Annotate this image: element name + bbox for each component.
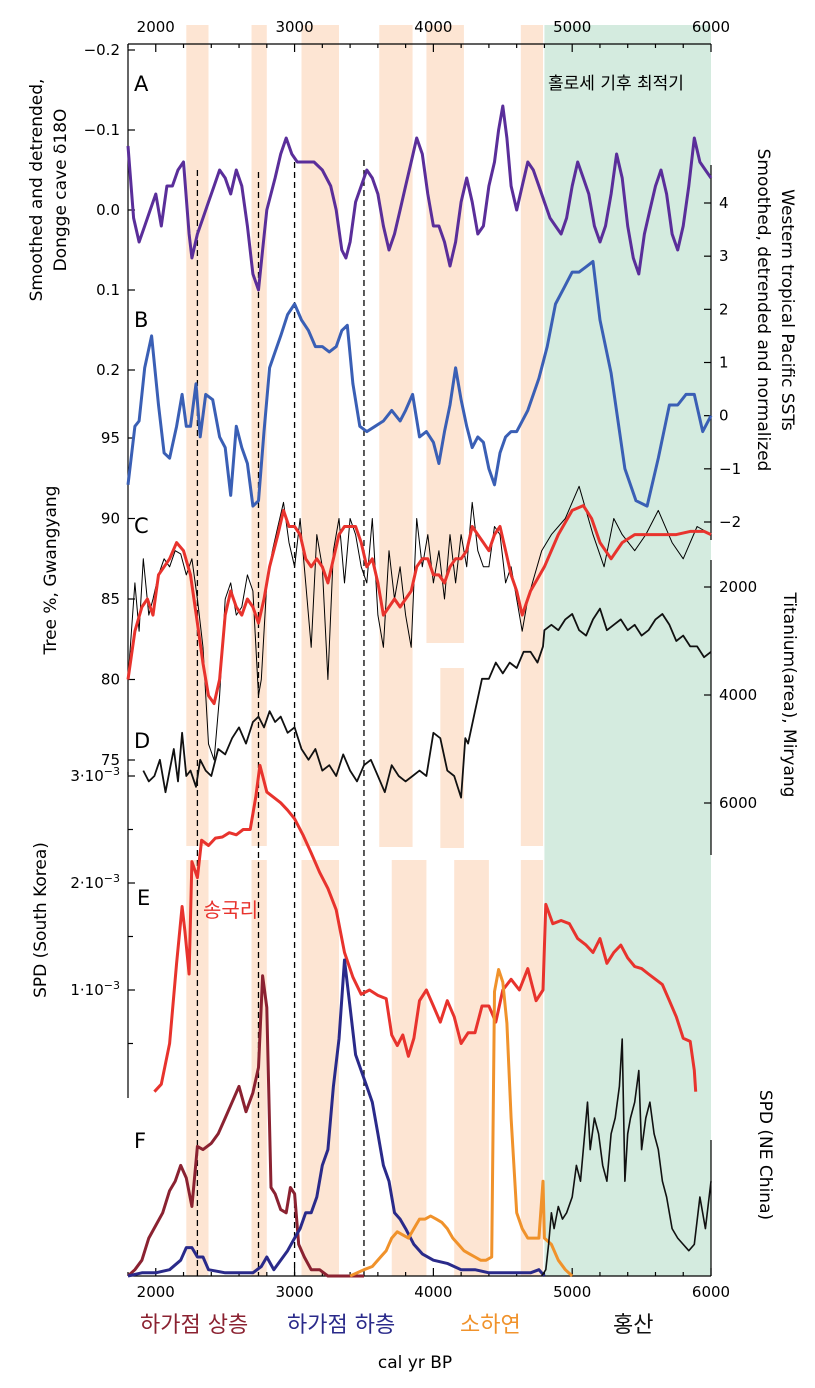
labels: Smoothed and detrended, Dongge cave δ18O… [27, 72, 799, 1338]
culture-label-xiaoheyan: 소하연 [460, 1313, 521, 1338]
x-bottom-tick-label-2000: 2000 [137, 1283, 175, 1301]
reference-lines [196, 160, 365, 1276]
cold-event-band-lower-4 [454, 860, 489, 1276]
x-top-tick-label-3000: 3000 [275, 18, 313, 36]
x-axis-title: cal yr BP [378, 1353, 452, 1373]
panel-e-y-tick-label-0: 1·10−3 [70, 979, 120, 999]
panel-a-ylabel-line1: Smoothed and detrended, [27, 79, 47, 302]
cold-event-band-upper-2 [301, 25, 339, 846]
cold-event-band-lower-3 [391, 860, 427, 1276]
panel-e-y-tick-exponent-0: −3 [104, 979, 120, 992]
panel-a-y-tick-label-3: 0.1 [96, 281, 120, 299]
cold-event-band-lower-0 [186, 860, 209, 1276]
panel-b-y-tick-label-0: −2 [719, 513, 741, 531]
panel-c-y-tick-label-2: 85 [101, 590, 120, 608]
cold-event-band-upper-3 [379, 25, 413, 847]
x-bottom-tick-label-3000: 3000 [275, 1283, 313, 1301]
series-layer [126, 104, 713, 1278]
panel-a-y-tick-label-2: 0.0 [96, 201, 120, 219]
panel-c-y-tick-label-4: 95 [101, 429, 120, 447]
x-top-tick-label-4000: 4000 [414, 18, 452, 36]
songgukri-label: 송국리 [203, 898, 258, 922]
panel-d-series-line [142, 607, 712, 799]
x-bottom-tick-label-5000: 5000 [553, 1283, 591, 1301]
panel-e-y-tick-exponent-1: −3 [104, 872, 120, 885]
panel-c-ylabel: Tree %, Gwangyang [41, 486, 61, 656]
panel-b-ylabel-line2: Western tropical Pacific SSTs [777, 189, 797, 431]
panel-letter-e: E [137, 886, 150, 910]
panel-c-series-smoothed-line [126, 504, 712, 706]
panel-a-series-line [126, 104, 713, 292]
panel-d-y-tick-label-2: 6000 [719, 794, 757, 812]
panel-letter-a: A [134, 72, 149, 96]
panel-b-y-tick-label-5: 3 [719, 247, 729, 265]
panel-c-series-raw-line [127, 485, 712, 761]
panel-b-y-tick-label-4: 2 [719, 300, 729, 318]
panel-d-y-tick-label-1: 4000 [719, 686, 757, 704]
y-axes: −0.2 −0.1 0.0 0.1 0.2 −2 −1 0 1 2 3 4 75 80 85 90 95 2000… [70, 41, 757, 1276]
panel-letter-d: D [134, 729, 150, 753]
x-axis-bottom: 2000 3000 4000 5000 6000 [127, 1268, 730, 1301]
culture-label-lower-xiajiadian: 하가점 하층 [287, 1313, 395, 1338]
panel-b-ylabel-line1: Smoothed, detrended and normalized [753, 149, 773, 472]
panel-letter-c: C [134, 514, 149, 538]
panel-f-series-line-2 [349, 968, 574, 1278]
cold-event-band-lower-5 [520, 860, 544, 1276]
panel-e-y-tick-exponent-2: −3 [104, 765, 120, 778]
x-top-tick-label-2000: 2000 [137, 18, 175, 36]
panel-b-series-line [126, 260, 713, 508]
panel-a-y-tick-label-1: −0.1 [84, 121, 120, 139]
cold-event-band-miryang [440, 668, 464, 848]
panel-c-y-tick-label-1: 80 [101, 671, 120, 689]
panel-e-series-line [153, 763, 698, 1093]
panel-e-y-tick-label-1: 2·10−3 [70, 872, 120, 892]
panel-letter-b: B [134, 308, 148, 332]
panel-f-series-line-3 [541, 1038, 712, 1277]
cold-event-band-upper-4 [426, 25, 464, 643]
panel-d-y-tick-label-0: 2000 [719, 578, 757, 596]
panel-c-y-tick-label-3: 90 [101, 510, 120, 528]
panel-a-y-tick-label-4: 0.2 [96, 361, 120, 379]
cold-event-band-upper-5 [520, 25, 544, 846]
x-top-tick-label-5000: 5000 [553, 18, 591, 36]
panel-b-y-tick-label-6: 4 [719, 194, 729, 212]
cold-event-band-lower-2 [301, 860, 339, 1276]
panel-f-ylabel: SPD (NE China) [755, 1090, 775, 1220]
x-bottom-tick-label-4000: 4000 [414, 1283, 452, 1301]
x-axis-top: 2000 3000 4000 5000 6000 [127, 18, 730, 52]
panel-b-y-tick-label-3: 1 [719, 354, 729, 372]
culture-label-upper-xiajiadian: 하가점 상층 [140, 1313, 248, 1338]
panel-a-y-tick-label-0: −0.2 [84, 41, 120, 59]
shaded-intervals [186, 25, 711, 1276]
x-bottom-tick-label-6000: 6000 [692, 1283, 730, 1301]
panel-e-y-tick-label-2: 3·10−3 [70, 765, 120, 785]
panel-b-y-tick-label-2: 0 [719, 407, 729, 425]
panel-c-y-tick-label-0: 75 [101, 751, 120, 769]
panel-f-series-line-1 [127, 958, 546, 1278]
panel-letter-f: F [134, 1129, 146, 1153]
holocene-optimum-label: 홀로세 기후 최적기 [548, 74, 684, 94]
culture-label-hongshan: 홍산 [613, 1313, 653, 1338]
panel-f-series-line-0 [126, 974, 364, 1278]
panel-a-ylabel-line2: Dongge cave δ18O [51, 109, 71, 272]
panel-d-ylabel: Titanium(area), Miryang [779, 592, 799, 798]
panel-b-y-tick-label-1: −1 [719, 460, 741, 478]
panel-e-ylabel: SPD (South Korea) [31, 842, 51, 998]
x-top-tick-label-6000: 6000 [692, 18, 730, 36]
